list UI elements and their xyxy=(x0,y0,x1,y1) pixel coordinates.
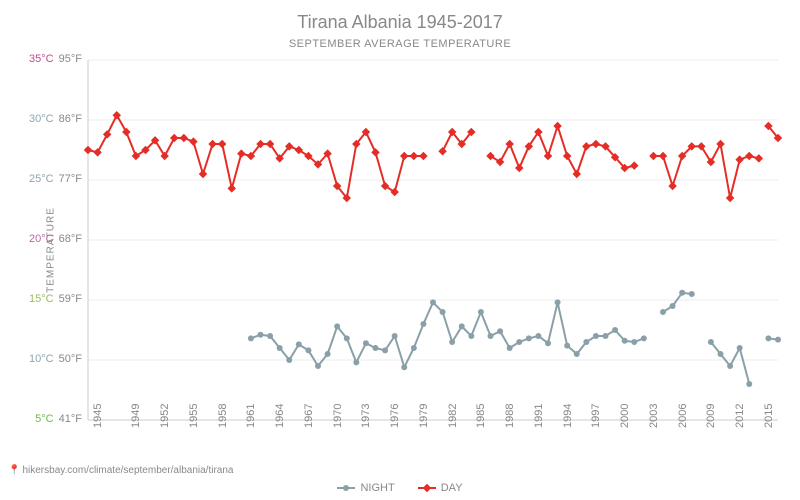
x-tick: 1982 xyxy=(447,404,459,428)
y-tick: 25°C 77°F xyxy=(29,173,82,185)
chart-subtitle: SEPTEMBER AVERAGE TEMPERATURE xyxy=(0,38,800,50)
x-tick: 1973 xyxy=(360,404,372,428)
temperature-chart: Tirana Albania 1945-2017 SEPTEMBER AVERA… xyxy=(0,0,800,500)
y-tick: 35°C 95°F xyxy=(29,53,82,65)
y-axis-label: TEMPERATURE xyxy=(45,207,56,293)
y-tick: 20°C 68°F xyxy=(29,233,82,245)
x-tick: 1945 xyxy=(92,404,104,428)
source-footer: 📍hikersbay.com/climate/september/albania… xyxy=(8,465,233,476)
legend-day: DAY xyxy=(418,482,463,494)
x-tick: 1955 xyxy=(188,404,200,428)
x-tick: 2006 xyxy=(677,404,689,428)
x-tick: 2009 xyxy=(705,404,717,428)
legend-night-label: NIGHT xyxy=(360,482,394,494)
plot-area xyxy=(88,60,778,420)
x-tick: 1997 xyxy=(590,404,602,428)
y-tick: 15°C 59°F xyxy=(29,293,82,305)
y-tick: 30°C 86°F xyxy=(29,113,82,125)
x-tick: 1976 xyxy=(389,404,401,428)
x-tick: 1988 xyxy=(504,404,516,428)
x-tick: 2015 xyxy=(763,404,775,428)
x-tick: 1961 xyxy=(245,404,257,428)
x-tick: 1970 xyxy=(332,404,344,428)
x-tick: 1952 xyxy=(159,404,171,428)
x-tick: 1958 xyxy=(217,404,229,428)
legend: NIGHT DAY xyxy=(0,480,800,494)
pin-icon: 📍 xyxy=(8,465,20,476)
x-tick: 1991 xyxy=(533,404,545,428)
y-tick: 5°C 41°F xyxy=(35,413,82,425)
x-tick: 1994 xyxy=(562,404,574,428)
x-tick: 2012 xyxy=(734,404,746,428)
x-tick: 1985 xyxy=(475,404,487,428)
legend-night-marker xyxy=(337,487,355,489)
legend-day-marker xyxy=(418,487,436,489)
x-tick: 1964 xyxy=(274,404,286,428)
legend-night: NIGHT xyxy=(337,482,394,494)
x-tick: 2000 xyxy=(619,404,631,428)
chart-title: Tirana Albania 1945-2017 xyxy=(0,12,800,33)
y-tick: 10°C 50°F xyxy=(29,353,82,365)
x-tick: 1967 xyxy=(303,404,315,428)
source-url: hikersbay.com/climate/september/albania/… xyxy=(22,465,233,476)
legend-day-label: DAY xyxy=(441,482,463,494)
x-tick: 2003 xyxy=(648,404,660,428)
x-tick: 1949 xyxy=(130,404,142,428)
x-tick: 1979 xyxy=(418,404,430,428)
night-series xyxy=(88,60,778,420)
